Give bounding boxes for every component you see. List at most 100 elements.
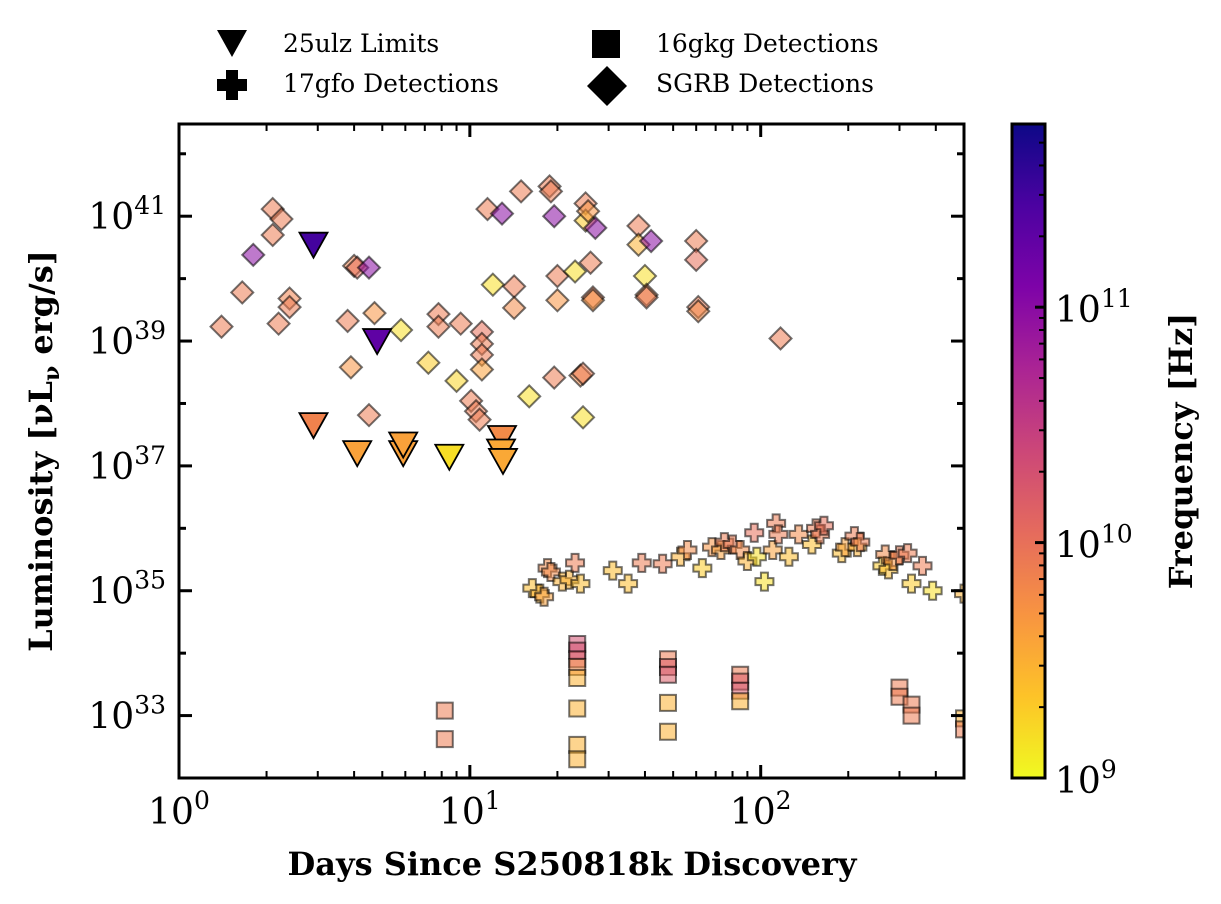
data-point-triangle-down	[341, 440, 373, 468]
data-point-plus	[677, 539, 698, 560]
data-point-diamond	[516, 383, 542, 409]
x-tick-labels: 100 101 102	[148, 786, 791, 833]
data-point-diamond	[578, 250, 603, 276]
colorbar: 109 1010 1011 Frequency [Hz]	[1010, 122, 1200, 802]
data-point-diamond	[480, 272, 506, 298]
data-point-diamond	[570, 404, 596, 430]
data-point-plus	[744, 522, 765, 543]
legend-label-25ulz: 25ulz Limits	[283, 29, 439, 58]
data-point-plus	[570, 573, 591, 594]
x-tick-label: 102	[730, 786, 792, 833]
data-point-plus	[801, 534, 822, 555]
legend-marker-triangle-down	[217, 30, 247, 57]
data-point-square	[568, 699, 587, 718]
data-point-diamond	[266, 311, 292, 337]
data-point-plus	[778, 546, 799, 567]
data-point-diamond	[444, 368, 469, 394]
plot-frame	[177, 122, 966, 780]
y-tick-label: 1033	[88, 691, 166, 738]
data-point-square	[658, 665, 677, 684]
data-point-square	[902, 706, 921, 725]
colorbar-ticks: 109 1010 1011	[1035, 123, 1133, 802]
data-point-diamond	[501, 274, 527, 299]
axes	[177, 122, 966, 780]
data-point-diamond	[768, 326, 793, 351]
plot-markers	[209, 174, 964, 769]
data-point-plus	[746, 546, 767, 567]
y-tick-label: 1041	[88, 191, 166, 238]
y-tick-label: 1039	[88, 316, 166, 363]
data-point-diamond	[508, 178, 534, 204]
legend-marker-diamond	[587, 66, 627, 106]
colorbar-title: Frequency [Hz]	[1162, 313, 1200, 590]
data-point-diamond	[240, 242, 266, 268]
data-point-plus	[631, 552, 652, 573]
legend-label-sgrb: SGRB Detections	[656, 69, 874, 98]
data-point-diamond	[570, 361, 596, 387]
data-point-diamond	[415, 350, 441, 376]
data-point-diamond	[209, 314, 234, 340]
legend-label-16gkg: 16gkg Detections	[656, 29, 879, 58]
y-tick-labels: 1033 1035 1037 1039 1041	[88, 191, 166, 737]
colorbar-tick-label: 109	[1055, 755, 1117, 802]
data-point-diamond	[489, 201, 515, 227]
colorbar-gradient	[1010, 122, 1047, 780]
y-tick-label: 1035	[88, 566, 166, 613]
data-point-plus	[534, 586, 555, 607]
data-point-diamond	[260, 222, 286, 248]
data-point-square	[955, 720, 964, 739]
data-point-diamond	[541, 365, 567, 390]
data-point-diamond	[338, 354, 364, 380]
data-point-plus	[754, 571, 775, 592]
data-point-diamond	[683, 247, 709, 273]
data-point-diamond	[229, 280, 255, 305]
data-point-square	[568, 750, 587, 769]
data-point-diamond	[335, 308, 361, 334]
data-point-square	[658, 693, 677, 712]
colorbar-tick-label: 1010	[1055, 520, 1133, 567]
data-point-triangle-down	[433, 443, 465, 472]
data-point-plus	[768, 524, 789, 545]
data-point-plus	[897, 543, 918, 564]
data-point-square	[731, 692, 750, 711]
data-point-diamond	[356, 402, 382, 428]
colorbar-tick-label: 1011	[1055, 284, 1133, 331]
data-point-plus	[692, 558, 713, 579]
data-point-triangle-down	[486, 425, 518, 453]
data-point-diamond	[544, 263, 570, 289]
data-point-plus	[652, 553, 673, 574]
data-point-diamond	[467, 407, 492, 433]
x-tick-label: 101	[439, 786, 501, 833]
data-point-diamond	[475, 196, 500, 222]
data-point-diamond	[538, 178, 564, 204]
data-point-diamond	[426, 314, 451, 340]
data-point-diamond	[277, 294, 302, 320]
data-point-plus	[922, 580, 943, 601]
legend-label-17gfo: 17gfo Detections	[283, 69, 499, 98]
data-point-diamond	[544, 287, 570, 313]
legend: 25ulz Limits 16gkg Detections 17gfo Dete…	[217, 29, 879, 106]
data-point-diamond	[501, 295, 527, 321]
data-point-plus	[565, 552, 586, 573]
data-point-diamond	[632, 263, 658, 289]
data-point-diamond	[269, 206, 294, 232]
y-tick-label: 1037	[88, 441, 166, 488]
x-axis-title: Days Since S250818k Discovery	[288, 845, 858, 883]
data-point-diamond	[575, 198, 601, 224]
data-point-diamond	[562, 259, 588, 284]
data-point-plus	[559, 569, 580, 590]
data-point-diamond	[634, 285, 659, 310]
data-point-square	[568, 668, 587, 687]
data-point-plus	[618, 573, 639, 594]
data-point-diamond	[582, 215, 608, 241]
data-point-square	[435, 730, 454, 749]
data-point-diamond	[469, 357, 495, 382]
data-point-plus	[901, 573, 922, 594]
data-point-plus	[602, 560, 623, 581]
data-point-triangle-down	[361, 328, 393, 356]
data-point-triangle-down	[487, 448, 519, 476]
data-point-plus	[762, 539, 783, 560]
data-point-plus	[813, 515, 834, 536]
data-point-diamond	[356, 255, 382, 281]
